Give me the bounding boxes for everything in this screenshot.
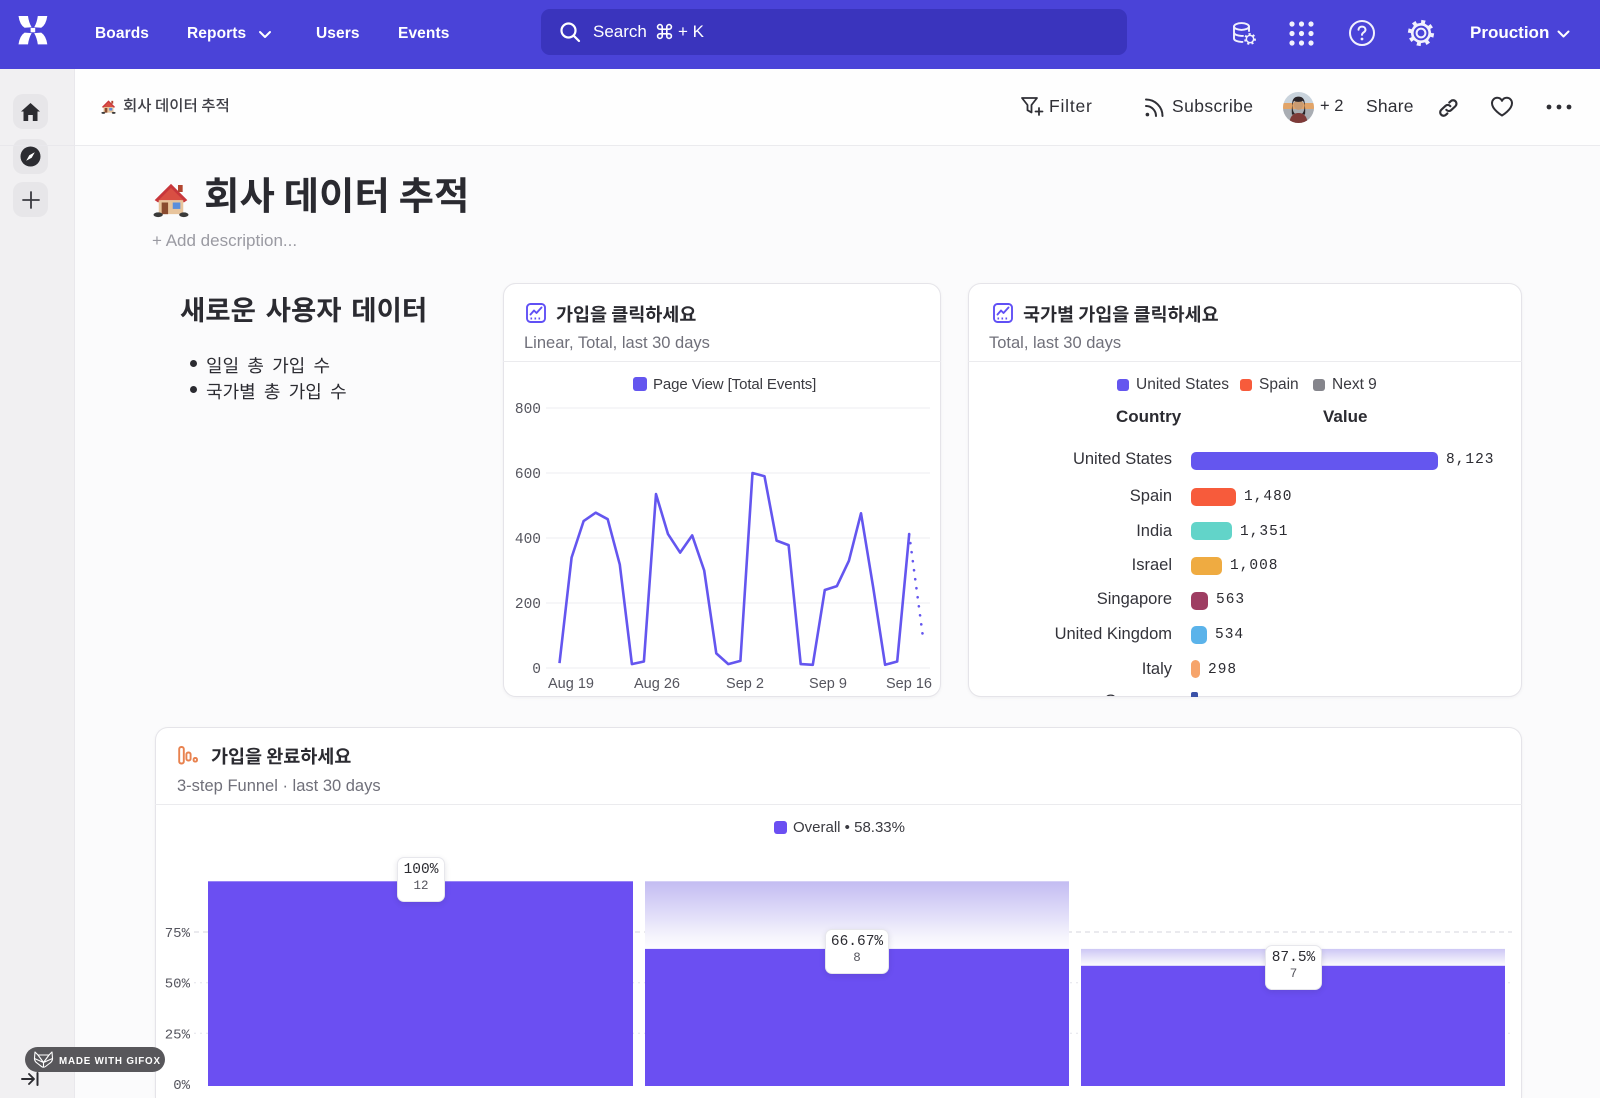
svg-text:Aug 19: Aug 19 bbox=[548, 676, 594, 692]
svg-text:Sep 16: Sep 16 bbox=[886, 676, 932, 692]
svg-text:400: 400 bbox=[515, 532, 541, 548]
svg-text:0: 0 bbox=[532, 662, 541, 678]
svg-text:600: 600 bbox=[515, 467, 541, 483]
svg-text:Sep 9: Sep 9 bbox=[809, 676, 847, 692]
svg-text:800: 800 bbox=[515, 402, 541, 418]
svg-text:Sep 2: Sep 2 bbox=[726, 676, 764, 692]
svg-text:200: 200 bbox=[515, 597, 541, 613]
svg-text:Aug 26: Aug 26 bbox=[634, 676, 680, 692]
